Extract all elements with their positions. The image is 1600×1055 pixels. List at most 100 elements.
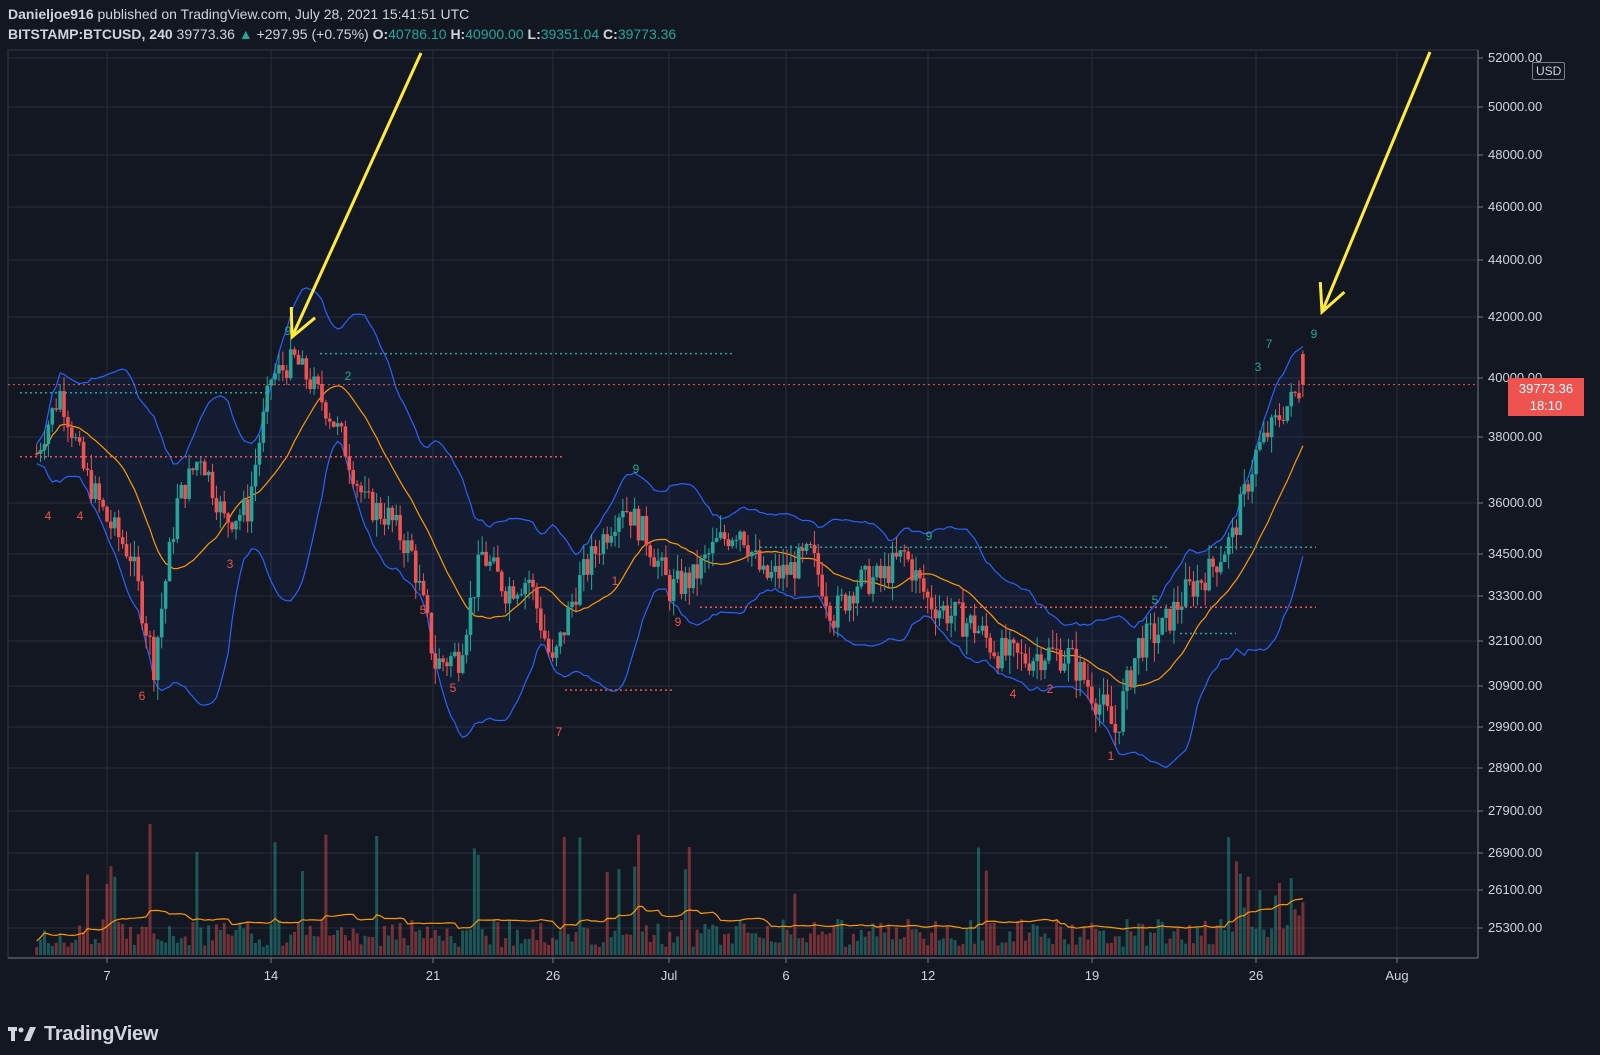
chart-grid: [7, 49, 1479, 959]
volume-bar: [637, 834, 641, 955]
price-tag-value: 39773.36: [1518, 381, 1574, 396]
candle-body: [195, 462, 199, 471]
candle-body: [1230, 527, 1235, 538]
volume-bar: [398, 923, 402, 955]
candle-body: [968, 615, 973, 624]
candle-body: [523, 583, 527, 595]
volume-bar: [62, 942, 66, 955]
candle-body: [691, 564, 696, 589]
volume-bar: [1066, 944, 1070, 955]
volume-bar: [1129, 931, 1133, 955]
volume-bar: [281, 945, 285, 955]
bollinger-upper: [36, 287, 1304, 629]
candle-body: [167, 541, 172, 582]
tradingview-brand[interactable]: TradingView: [44, 1022, 159, 1045]
volume-bar: [148, 824, 152, 955]
candle-body: [558, 632, 563, 647]
volume-bar: [523, 939, 527, 955]
candle-body: [171, 539, 176, 542]
time-tick-label: 7: [103, 968, 110, 983]
volume-bar: [214, 924, 218, 955]
volume-bar: [382, 925, 386, 955]
candle-body: [101, 499, 105, 507]
volume-bar: [1191, 943, 1195, 955]
candle-body: [644, 516, 649, 546]
candle-body: [1093, 703, 1098, 715]
candle-body: [652, 557, 656, 567]
volume-bar: [394, 939, 398, 955]
candle-body: [105, 506, 109, 522]
volume-bar: [132, 944, 136, 955]
volume-bar: [699, 933, 703, 955]
volume-bar: [371, 937, 375, 955]
volume-bar: [1227, 837, 1231, 955]
candle-body: [796, 547, 801, 579]
author-name[interactable]: Danieljoe916: [8, 6, 94, 22]
td-count-label: 5: [450, 681, 457, 695]
time-tick-label: 26: [1249, 968, 1263, 983]
candle-body: [859, 569, 864, 587]
volume-bar: [1188, 925, 1192, 955]
price-tick-label: 52000.00: [1488, 50, 1542, 65]
candle-body: [1058, 649, 1063, 671]
candle-body: [480, 551, 484, 555]
candle-body: [718, 532, 723, 539]
candle-body: [1148, 623, 1153, 625]
price-tick-label: 29900.00: [1488, 719, 1542, 734]
volume-bar: [297, 922, 300, 955]
volume-bar: [508, 920, 512, 955]
volume-bar: [50, 945, 54, 955]
volume-bar: [867, 931, 871, 955]
currency-badge[interactable]: USD: [1532, 62, 1566, 80]
volume-bar: [1035, 925, 1039, 955]
volume-bar: [336, 929, 340, 955]
candle-body: [261, 411, 266, 443]
candle-body: [1050, 647, 1055, 649]
volume-bar: [58, 933, 62, 955]
volume-bar: [828, 932, 832, 955]
candle-body: [785, 564, 789, 575]
candle-body: [1027, 663, 1032, 671]
volume-bar: [1285, 925, 1289, 955]
volume-bar: [1105, 943, 1109, 955]
time-tick-label: 21: [426, 968, 440, 983]
candle-body: [667, 575, 672, 601]
candle-body: [851, 595, 856, 604]
volume-bar: [152, 933, 156, 955]
price-tick-label: 26900.00: [1488, 845, 1542, 860]
volume-bar: [457, 946, 461, 955]
volume-bar: [695, 929, 699, 955]
volume-bar: [78, 925, 82, 955]
candle-body: [1258, 442, 1262, 450]
candle-body: [1195, 580, 1200, 597]
candle-body: [1160, 617, 1165, 635]
candle-body: [1047, 647, 1051, 661]
candle-body: [621, 510, 625, 518]
volume-bar: [742, 923, 746, 955]
volume-bar: [1203, 920, 1207, 955]
candle-body: [1183, 579, 1188, 607]
annotation-arrow-head: [289, 306, 317, 341]
volume-bar: [531, 929, 535, 955]
volume-bar: [347, 940, 351, 955]
bollinger-bands: [36, 287, 1304, 769]
volume-bar: [601, 942, 605, 955]
candle-body: [281, 365, 285, 371]
volume-bar: [1301, 902, 1305, 955]
volume-bar: [902, 937, 906, 955]
candle-body: [46, 424, 51, 445]
volume-bar: [144, 927, 148, 955]
volume-bar: [1231, 931, 1235, 955]
volume-bar: [711, 924, 715, 955]
volume-bar: [777, 942, 781, 955]
volume-bar: [156, 939, 160, 955]
candle-body: [1140, 638, 1145, 658]
volume-bar: [1242, 907, 1246, 955]
candle-body: [593, 546, 598, 554]
td-count-label: 7: [1266, 337, 1273, 351]
symbol-label[interactable]: BITSTAMP:BTCUSD, 240: [8, 26, 173, 42]
candle-body: [62, 391, 66, 417]
volume-bar: [863, 936, 867, 955]
candle-body: [1219, 562, 1223, 573]
